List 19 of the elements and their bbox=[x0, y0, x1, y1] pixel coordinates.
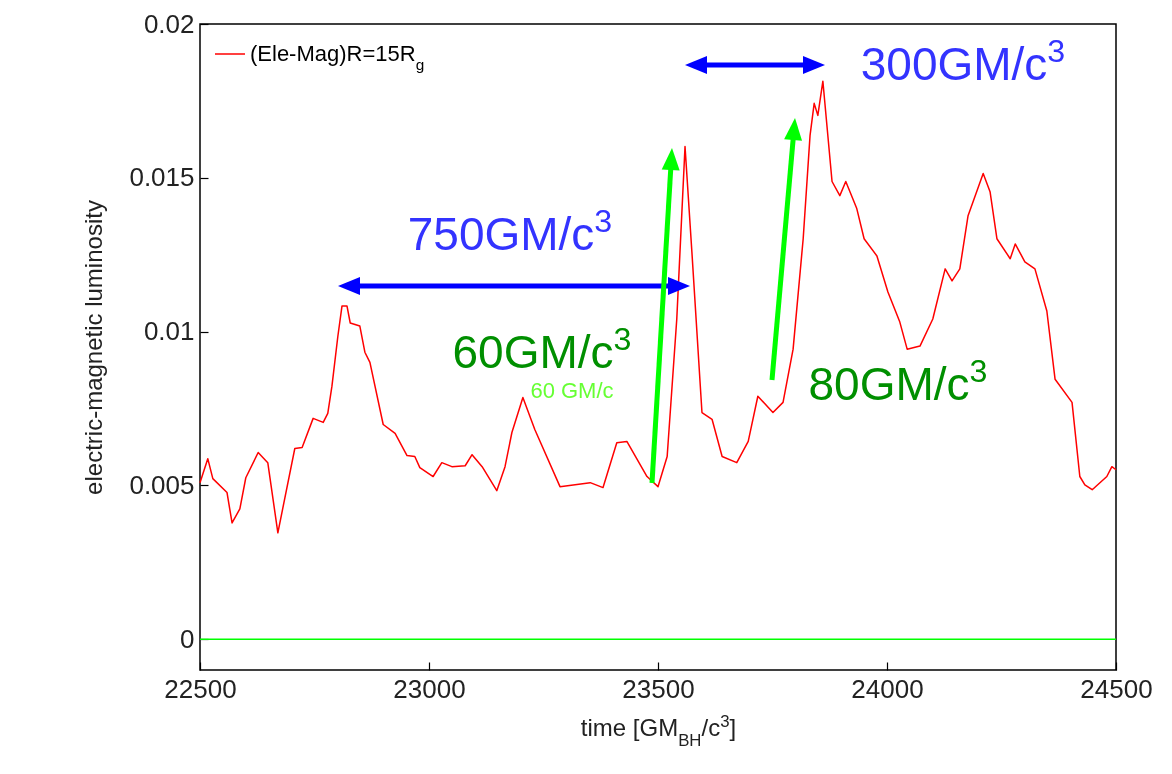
annotation: 60GM/c$^{3}$ bbox=[452, 321, 632, 378]
line-series bbox=[199, 80, 1117, 534]
x-tick-label: 24500 bbox=[1080, 673, 1153, 704]
annotation: 750GM/c$^{3}$ bbox=[407, 203, 613, 260]
annotation: 80GM/c$^{3}$ bbox=[808, 353, 988, 410]
y-tick-label: 0.015 bbox=[129, 162, 195, 193]
y-tick-label: 0.02 bbox=[143, 8, 195, 39]
annotation: 60 GM/c bbox=[530, 378, 614, 403]
x-axis-title: time [GM$_{BH}$/c$^{3}$] bbox=[580, 711, 737, 749]
y-axis-title: electric-magnetic luminosity bbox=[80, 200, 108, 495]
legend-label: (Ele-Mag)R=15R$_{g}$ bbox=[250, 41, 425, 73]
x-tick-label: 23000 bbox=[393, 673, 466, 704]
y-tick-label: 0 bbox=[180, 623, 195, 654]
x-tick-label: 23500 bbox=[622, 673, 695, 704]
x-tick-label: 22500 bbox=[164, 673, 237, 704]
annotation: 300GM/c$^{3}$ bbox=[860, 33, 1066, 90]
y-tick-label: 0.01 bbox=[143, 316, 195, 347]
x-tick-label: 24000 bbox=[851, 673, 924, 704]
y-tick-label: 0.005 bbox=[129, 469, 195, 500]
